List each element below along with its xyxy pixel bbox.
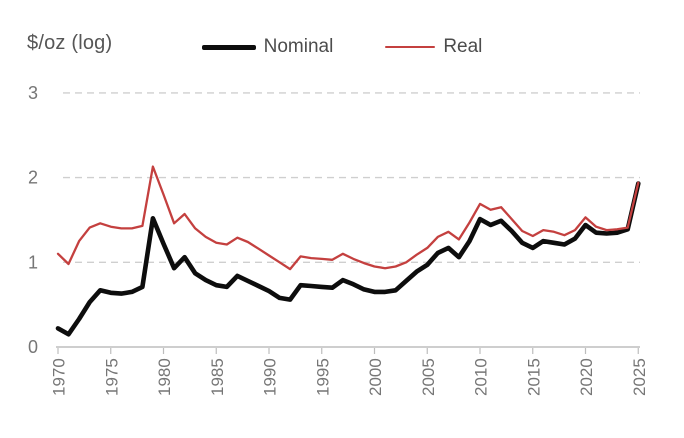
- legend-label-real: Real: [443, 36, 483, 57]
- x-tick-label: 2015: [524, 358, 543, 396]
- x-tick-label: 1980: [155, 358, 174, 396]
- x-tick-label: 2000: [366, 358, 385, 396]
- legend-label-nominal: Nominal: [263, 36, 334, 57]
- x-tick-label: 1995: [313, 358, 332, 396]
- legend-item-real[interactable]: Real: [385, 36, 482, 58]
- x-tick-label: 1975: [102, 358, 121, 396]
- series-line-nominal: [55, 181, 641, 337]
- x-tick-label: 2005: [419, 358, 438, 396]
- nominal-line-swatch: [201, 44, 256, 50]
- y-axis-unit-label: $/oz (log): [27, 32, 113, 54]
- x-tick-label: 1985: [208, 358, 227, 396]
- x-tick-label: 1990: [261, 358, 280, 396]
- y-tick-label: 1: [28, 252, 38, 272]
- y-tick-label: 3: [28, 83, 38, 103]
- legend: Nominal Real: [0, 36, 684, 58]
- x-tick-label: 2020: [577, 358, 596, 396]
- x-tick-label: 2010: [472, 358, 491, 396]
- real-line-swatch: [385, 45, 436, 49]
- y-tick-label: 0: [28, 337, 38, 357]
- y-tick-label: 2: [28, 168, 38, 188]
- legend-item-nominal[interactable]: Nominal: [201, 36, 334, 58]
- x-tick-label: 2025: [630, 358, 649, 396]
- series-line-real: [56, 165, 640, 271]
- x-tick-label: 1970: [50, 358, 69, 396]
